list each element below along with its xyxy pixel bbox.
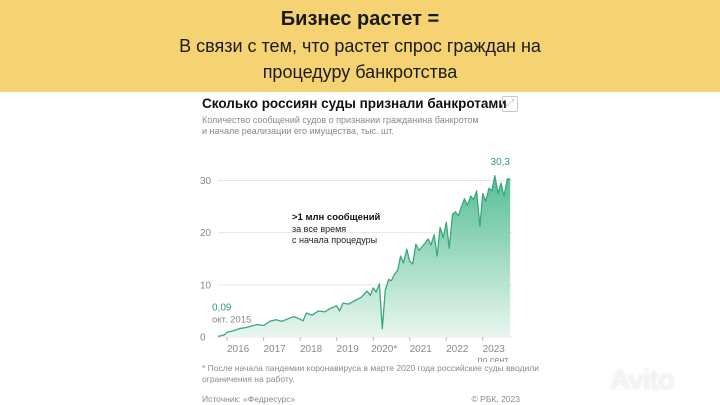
source-note: Источник: «Федресурс» <box>202 394 296 404</box>
chart-card: Сколько россиян суды признали банкротами… <box>192 92 539 405</box>
series-line <box>217 175 511 338</box>
x-tick-label: 2018 <box>300 344 323 355</box>
x-tick-label: 2022 <box>446 344 469 355</box>
annotation-line-1: >1 млн сообщений <box>292 212 381 223</box>
banner-text-line-2: процедуру банкротства <box>262 62 458 82</box>
x-tick-label: 2019 <box>337 344 360 355</box>
chart-subtitle-line-2: и начале реализации его имущества, тыс. … <box>202 126 394 136</box>
start-value-label: 0,09 <box>212 303 232 314</box>
x-tick-label: 2017 <box>263 344 286 355</box>
footnote-line-2: ограничения на работу. <box>202 374 295 384</box>
copyright-note: © РБК, 2023 <box>471 394 520 404</box>
x-tick-label: 2020* <box>371 344 397 355</box>
y-tick-label: 30 <box>200 176 212 187</box>
area-fill <box>218 175 511 337</box>
x-tick-label: 2023 <box>483 344 506 355</box>
end-value-label: 30,3 <box>491 157 511 168</box>
area-series <box>217 175 511 338</box>
area-chart: 0 10 20 30 2016 2017 2018 2019 2020* 2021 2022 2023… <box>200 157 512 362</box>
expand-icon[interactable]: ⤢ <box>502 96 518 112</box>
avito-watermark: Avito <box>610 364 675 395</box>
y-tick-label: 10 <box>200 280 212 291</box>
x-tick-label: 2016 <box>227 344 250 355</box>
footnote-line-1: * После начала пандемии коронавируса в м… <box>202 363 539 373</box>
chart-subtitle-line-1: Количество сообщений судов о признании г… <box>202 115 479 125</box>
chart-labels: 0 10 20 30 2016 2017 2018 2019 2020* 2021 2022 2023… <box>200 157 510 362</box>
annotation-line-3: с начала процедуры <box>292 235 377 245</box>
y-tick-label: 20 <box>200 228 212 239</box>
banner-heading: Бизнес растет = <box>280 8 440 30</box>
y-tick-label: 0 <box>200 333 206 344</box>
header-banner: Бизнес растет = В связи с тем, что расте… <box>0 0 720 92</box>
x-tick-label: 2021 <box>410 344 433 355</box>
annotation-line-2: за все время <box>292 224 346 234</box>
start-date-label: окт. 2015 <box>212 315 251 326</box>
chart-title: Сколько россиян суды признали банкротами <box>202 96 507 111</box>
x-tick-note: по сент. <box>477 355 509 362</box>
banner-text-line-1: В связи с тем, что растет спрос граждан … <box>179 36 541 56</box>
